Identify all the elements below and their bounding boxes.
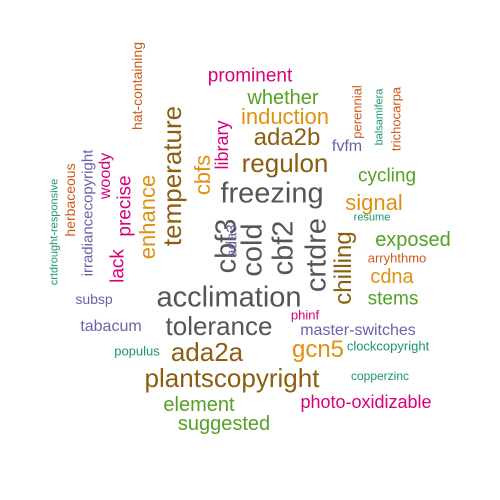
word-cold: cold	[236, 223, 269, 277]
word-perennial: perennial	[349, 85, 365, 139]
word-library: library	[212, 120, 232, 170]
word-prominent: prominent	[207, 65, 293, 87]
word-copperzinc: copperzinc	[350, 369, 410, 383]
word-resume: resume	[353, 211, 391, 224]
word-master-switches: master-switches	[300, 322, 416, 339]
word-plantscopyright: plantscopyright	[144, 363, 320, 393]
word-crtdre: crtdre	[300, 217, 333, 293]
word-acclimation: acclimation	[156, 281, 302, 314]
word-irradiancecopyright: irradiancecopyright	[79, 149, 97, 277]
word-cbfs: cbfs	[190, 154, 215, 196]
word-induction: induction	[240, 104, 330, 129]
word-cycling: cycling	[357, 165, 417, 187]
word-signal: signal	[345, 190, 403, 215]
word-tolerance: tolerance	[165, 311, 273, 341]
word-precise: precise	[114, 175, 136, 237]
word-clockcopyright: clockcopyright	[346, 338, 430, 354]
word-subsp: subsp	[75, 291, 113, 307]
word-fvfm: fvfm	[331, 138, 363, 155]
word-regulon: regulon	[241, 148, 329, 178]
word-phinf: phinf	[290, 307, 320, 323]
word-crtdrought-responsive: crtdrought-responsive	[48, 178, 61, 286]
word-photo-oxidizable: photo-oxidizable	[300, 392, 432, 412]
word-trichocarpa: trichocarpa	[388, 86, 404, 152]
word-herbaceous: herbaceous	[62, 163, 78, 237]
word-lack: lack	[107, 249, 129, 283]
word-populus: populus	[114, 343, 160, 359]
word-ada2b: ada2b	[253, 124, 321, 151]
word-arryhthmo: arryhthmo	[367, 250, 427, 266]
word-hat-containing: hat-containing	[129, 42, 145, 130]
word-whether: whether	[247, 87, 319, 109]
word-gcn5: gcn5	[291, 336, 345, 363]
word-element: element	[163, 394, 235, 416]
word-exposed: exposed	[375, 229, 451, 251]
word-temperature: temperature	[157, 105, 187, 247]
word-enhance: enhance	[135, 174, 160, 260]
word-chilling: chilling	[330, 231, 357, 305]
word-ada2a: ada2a	[170, 337, 244, 367]
word-balsamifera: balsamifera	[373, 88, 386, 146]
word-freezing: freezing	[220, 177, 324, 210]
word-woody: woody	[97, 152, 114, 200]
word-cdna: cdna	[370, 266, 414, 288]
word-suggested: suggested	[177, 413, 271, 435]
word-tabacum: tabacum	[80, 318, 142, 335]
word-cbf2: cbf2	[267, 220, 300, 276]
word-ada3: ada3	[223, 224, 241, 258]
word-stems: stems	[367, 288, 419, 310]
